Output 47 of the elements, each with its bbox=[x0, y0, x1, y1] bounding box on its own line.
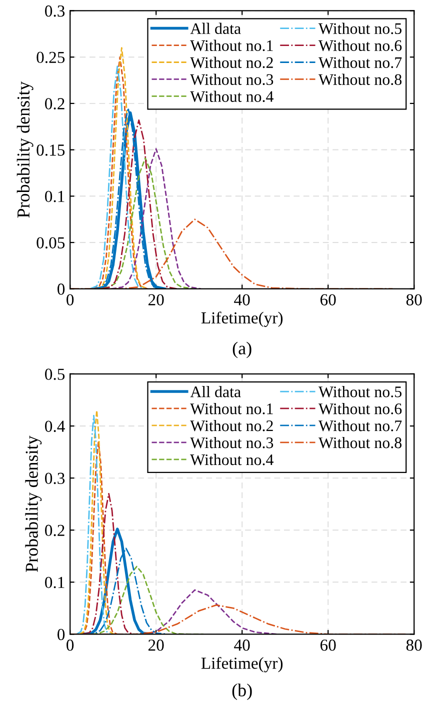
x-tick-label: 60 bbox=[320, 640, 336, 651]
legend-label: Without no.6 bbox=[318, 40, 402, 52]
y-tick-label: 0.15 bbox=[36, 144, 65, 156]
legend-label: Without no.5 bbox=[318, 22, 402, 34]
legend-label: Without no.4 bbox=[190, 454, 274, 466]
y-tick-label: 0 bbox=[58, 628, 65, 640]
x-axis-title: Lifetime(yr) bbox=[201, 312, 283, 327]
x-tick-label: 40 bbox=[234, 294, 250, 306]
legend-label: Without no.1 bbox=[190, 40, 273, 52]
legend-label: Without no.5 bbox=[318, 386, 402, 398]
x-tick-label: 80 bbox=[406, 640, 422, 651]
legend-label: Without no.8 bbox=[318, 436, 402, 448]
x-tick-label: 0 bbox=[66, 294, 74, 306]
y-tick-label: 0.05 bbox=[36, 237, 65, 249]
x-tick-label: 60 bbox=[320, 294, 336, 306]
y-tick-label: 0.1 bbox=[45, 190, 64, 202]
y-tick-label: 0.3 bbox=[45, 472, 65, 484]
legend-label: Without no.7 bbox=[318, 56, 402, 68]
y-tick-label: 0 bbox=[58, 284, 65, 295]
legend-label: All data bbox=[190, 386, 241, 398]
legend-label: Without no.6 bbox=[318, 403, 402, 414]
legend-label: Without no.2 bbox=[190, 420, 273, 432]
text: (b) bbox=[232, 684, 252, 700]
y-tick-label: 0.2 bbox=[45, 524, 64, 536]
y-tick-label: 0.2 bbox=[45, 98, 64, 110]
legend-label: Without no.4 bbox=[190, 90, 274, 102]
x-tick-label: 20 bbox=[148, 640, 164, 651]
legend-label: Without no.2 bbox=[190, 56, 273, 68]
x-tick-label: 20 bbox=[148, 294, 164, 306]
legend-label: All data bbox=[190, 22, 241, 34]
x-tick-label: 40 bbox=[234, 640, 250, 651]
x-tick-label: 0 bbox=[66, 640, 74, 651]
legend-label: Without no.8 bbox=[318, 74, 402, 86]
y-axis-title: Probability density bbox=[16, 81, 34, 218]
y-tick-label: 0.25 bbox=[36, 52, 65, 64]
legend-label: Without no.1 bbox=[190, 403, 273, 414]
y-tick-label: 0.3 bbox=[45, 5, 65, 17]
legend-label: Without no.3 bbox=[190, 74, 274, 86]
y-tick-label: 0.4 bbox=[45, 420, 65, 432]
x-tick-label: 80 bbox=[406, 294, 422, 306]
legend-label: Without no.7 bbox=[318, 420, 402, 432]
text: (a) bbox=[232, 342, 252, 358]
y-tick-label: 0.5 bbox=[45, 368, 65, 380]
y-tick-label: 0.1 bbox=[45, 576, 64, 588]
y-axis-title: Probability density bbox=[25, 436, 42, 572]
legend-label: Without no.3 bbox=[190, 436, 274, 448]
x-axis-title: Lifetime(yr) bbox=[201, 656, 283, 672]
